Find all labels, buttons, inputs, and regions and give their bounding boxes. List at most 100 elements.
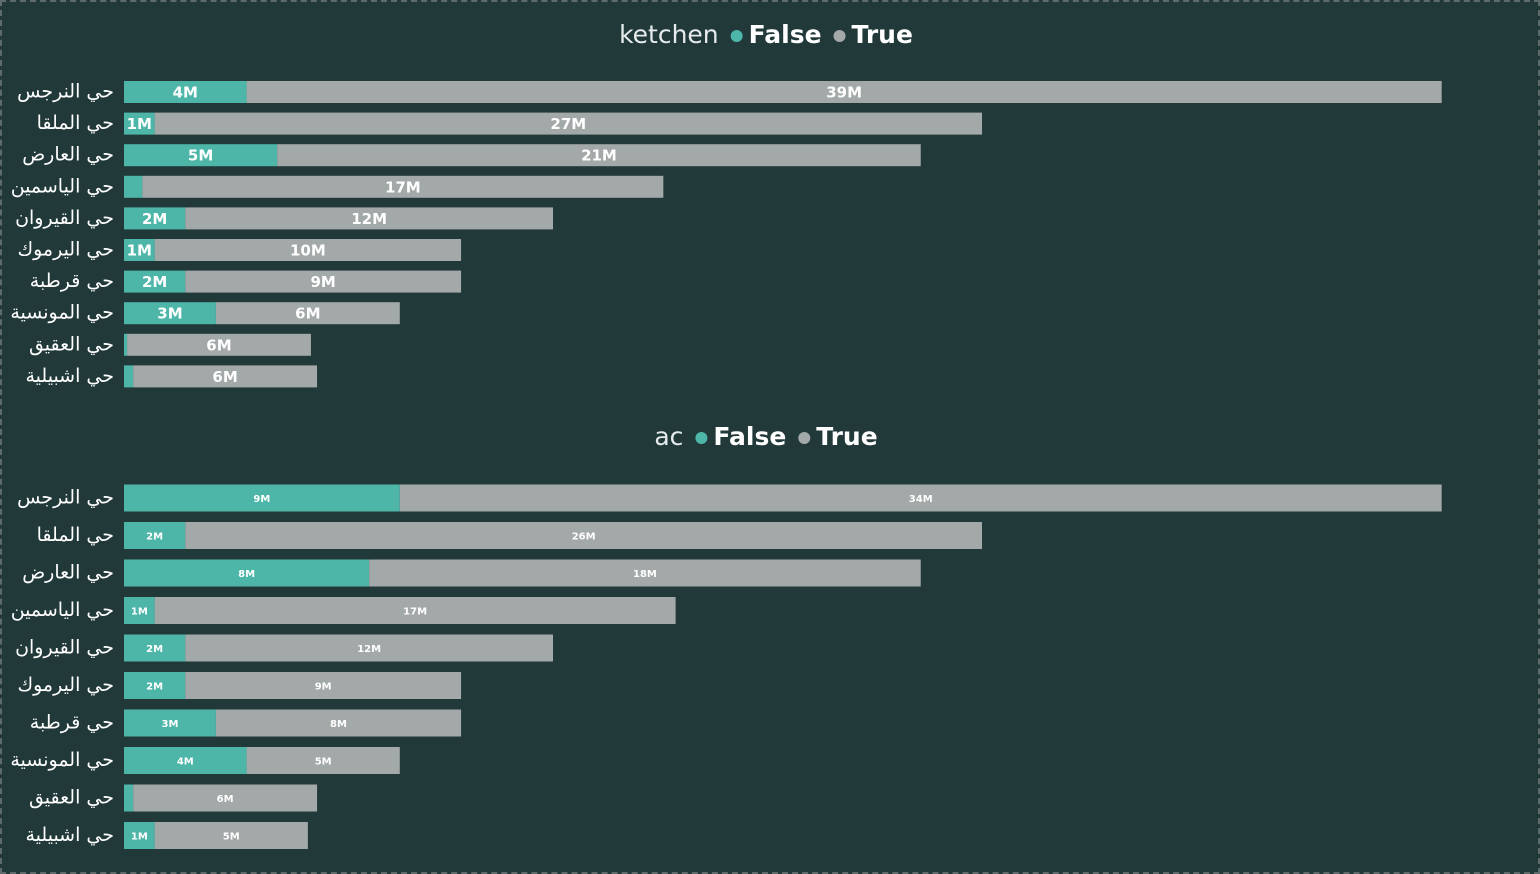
bar-value-label: 1M (131, 607, 148, 618)
bar-false (124, 81, 247, 103)
bar-true (154, 597, 676, 624)
category-label: حي القيروان (15, 207, 114, 229)
bar-value-label: 26M (572, 532, 596, 543)
bar-true (185, 634, 554, 662)
category-label: حي الياسمين (11, 175, 114, 197)
bar-false (124, 333, 128, 356)
legend-entry-true: True (852, 20, 913, 49)
bar-value-label: 18M (633, 569, 657, 580)
legend-marker-false (695, 432, 708, 444)
bar-value-label: 2M (142, 273, 167, 291)
legend-marker-false (730, 30, 743, 42)
legend-marker-true (833, 30, 846, 42)
legend-1: ac False True (654, 422, 877, 451)
bar-false (124, 302, 216, 325)
bar-true (399, 484, 1442, 512)
bar-true (154, 822, 308, 849)
legend-title: ac (654, 422, 683, 451)
bar-false (124, 175, 143, 198)
bar-value-label: 21M (581, 147, 617, 165)
bar-value-label: 4M (173, 84, 198, 102)
category-label: حي المونسية (10, 749, 114, 771)
bar-false (124, 634, 186, 662)
bar-value-label: 39M (826, 84, 862, 102)
bar-value-label: 12M (357, 644, 381, 655)
bar-false (124, 597, 155, 624)
bar-value-label: 6M (212, 368, 237, 386)
bar-false (124, 709, 216, 737)
bar-value-label: 2M (142, 210, 167, 228)
category-label: حي العقيق (29, 787, 114, 809)
legend-entry-false: False (713, 422, 786, 451)
bar-value-label: 9M (253, 494, 270, 505)
chart-0: ketchen False True حي النرجس 4M 39M حي الملقا 1… (10, 20, 1442, 388)
category-label: حي العارض (22, 562, 114, 584)
bar-value-label: 34M (909, 494, 933, 505)
category-label: حي اليرموك (17, 239, 114, 261)
bar-true (185, 672, 462, 699)
bar-value-label: 9M (315, 682, 332, 693)
bar-value-label: 27M (550, 115, 586, 133)
bar-value-label: 10M (290, 242, 326, 260)
bar-value-label: 8M (330, 719, 347, 730)
bar-true (369, 559, 921, 587)
legend-title: ketchen (619, 20, 719, 49)
bar-value-label: 1M (131, 832, 148, 843)
bar-false (124, 207, 186, 230)
category-label: حي القيروان (15, 637, 114, 659)
category-label: حي النرجس (17, 487, 114, 509)
category-label: حي اشبيلية (26, 824, 115, 846)
category-label: حي الملقا (37, 112, 114, 134)
bar-value-label: 5M (315, 757, 332, 768)
bar-value-label: 3M (157, 305, 182, 323)
bar-false (124, 239, 155, 261)
bar-true (215, 302, 400, 325)
bar-value-label: 6M (217, 794, 234, 805)
legend-0: ketchen False True (619, 20, 913, 49)
bar-true (185, 207, 554, 230)
bar-value-label: 5M (223, 832, 240, 843)
category-label: حي قرطبة (30, 712, 114, 734)
category-label: حي الملقا (37, 524, 114, 546)
bar-true (246, 81, 1442, 103)
bar-false (124, 784, 134, 812)
bar-value-label: 8M (238, 569, 255, 580)
bar-value-label: 1M (127, 242, 152, 260)
category-label: حي العقيق (29, 333, 114, 355)
bar-true (246, 747, 400, 774)
category-label: حي الياسمين (11, 599, 114, 621)
legend-entry-true: True (816, 422, 877, 451)
bar-false (124, 559, 370, 587)
bar-value-label: 5M (188, 147, 213, 165)
bar-true (154, 239, 462, 261)
bar-true (277, 144, 921, 167)
bar-value-label: 4M (177, 757, 194, 768)
category-label: حي اشبيلية (26, 365, 115, 387)
bar-false (124, 112, 155, 135)
bar-value-label: 12M (351, 210, 387, 228)
bar-value-label: 2M (146, 644, 163, 655)
legend-entry-false: False (749, 20, 822, 49)
bar-value-label: 3M (162, 719, 179, 730)
bar-false (124, 747, 247, 774)
bar-true (215, 709, 462, 737)
bar-true (185, 270, 462, 293)
bar-value-label: 2M (146, 532, 163, 543)
bar-false (124, 365, 134, 388)
category-label: حي اليرموك (17, 674, 114, 696)
bar-false (124, 822, 155, 849)
bar-true (133, 365, 318, 388)
bar-value-label: 2M (146, 682, 163, 693)
bar-value-label: 1M (127, 115, 152, 133)
bar-true (154, 112, 983, 135)
bar-true (185, 522, 983, 549)
bar-value-label: 9M (310, 273, 335, 291)
legend-marker-true (798, 432, 811, 444)
bar-true (133, 784, 318, 812)
bar-value-label: 17M (385, 178, 421, 196)
category-label: حي المونسية (10, 302, 114, 324)
bar-true (127, 333, 311, 356)
bar-false (124, 522, 186, 549)
